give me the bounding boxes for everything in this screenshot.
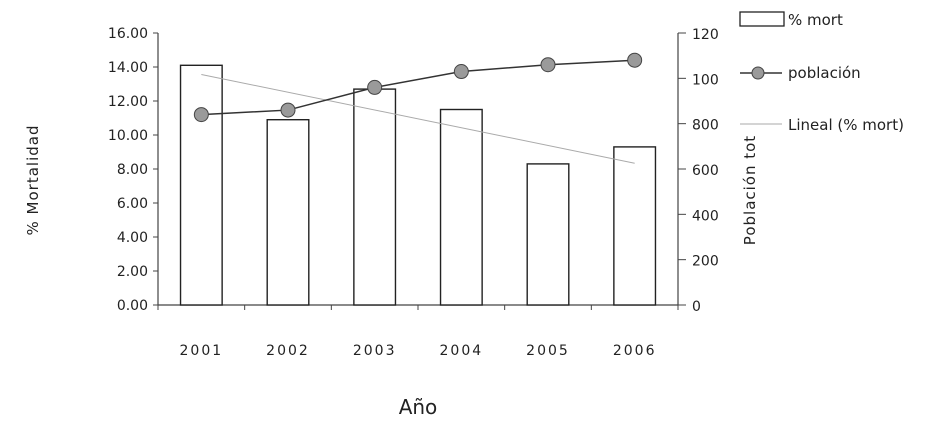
data-point-poblacion — [540, 57, 556, 73]
series-line-poblacion — [201, 59, 635, 116]
y-tick-label: 2.00 — [117, 264, 148, 280]
bar — [353, 88, 397, 306]
y-tick-label: 16.00 — [108, 26, 148, 42]
data-point-poblacion — [367, 79, 383, 95]
x-axis-title: Año — [399, 395, 438, 419]
y-tick-label: 14.00 — [108, 60, 148, 76]
data-point-poblacion — [627, 52, 643, 68]
legend-label-line: población — [788, 64, 861, 82]
y-tick-label: 4.00 — [117, 230, 148, 246]
data-point-poblacion — [193, 107, 209, 123]
data-point-poblacion — [453, 64, 469, 80]
y-axis-title: % Mortalidad — [24, 125, 42, 236]
y-tick-label: 0.00 — [117, 298, 148, 314]
x-tick-label: 2003 — [353, 343, 397, 359]
y2-tick-label: 400 — [692, 208, 719, 224]
legend-label-trend: Lineal (% mort) — [788, 116, 904, 134]
x-tick-label: 2006 — [613, 343, 657, 359]
y-tick-label: 10.00 — [108, 128, 148, 144]
x-tick-label: 2001 — [180, 343, 224, 359]
legend-swatch-bar — [739, 11, 785, 27]
data-point-poblacion — [280, 102, 296, 118]
bar — [526, 163, 570, 306]
legend: % mort población Lineal (% mort) — [739, 11, 904, 134]
bar — [179, 64, 223, 306]
y2-tick-label: 800 — [692, 118, 719, 134]
y2-tick-label: 200 — [692, 254, 719, 270]
y2-tick-label: 0 — [692, 299, 701, 315]
y-tick-label: 6.00 — [117, 196, 148, 212]
x-tick-label: 2004 — [440, 343, 484, 359]
bar — [266, 118, 310, 306]
plot-area: 0.00 2.00 4.00 6.00 8.00 10.00 12.00 14.00 16.00… — [108, 26, 719, 359]
bar — [613, 146, 657, 306]
x-tick-label: 2002 — [266, 343, 310, 359]
legend-label-bar: % mort — [788, 11, 843, 29]
legend-swatch-marker — [751, 66, 765, 80]
y2-tick-label: 120 — [692, 27, 719, 43]
y-tick-label: 12.00 — [108, 94, 148, 110]
trend-line — [201, 73, 635, 164]
y-tick-label: 8.00 — [117, 162, 148, 178]
bar — [439, 108, 483, 306]
x-tick-label: 2005 — [526, 343, 570, 359]
y2-axis-title: Población tot — [741, 135, 759, 245]
y2-tick-label: 100 — [692, 72, 719, 88]
y2-tick-label: 600 — [692, 163, 719, 179]
